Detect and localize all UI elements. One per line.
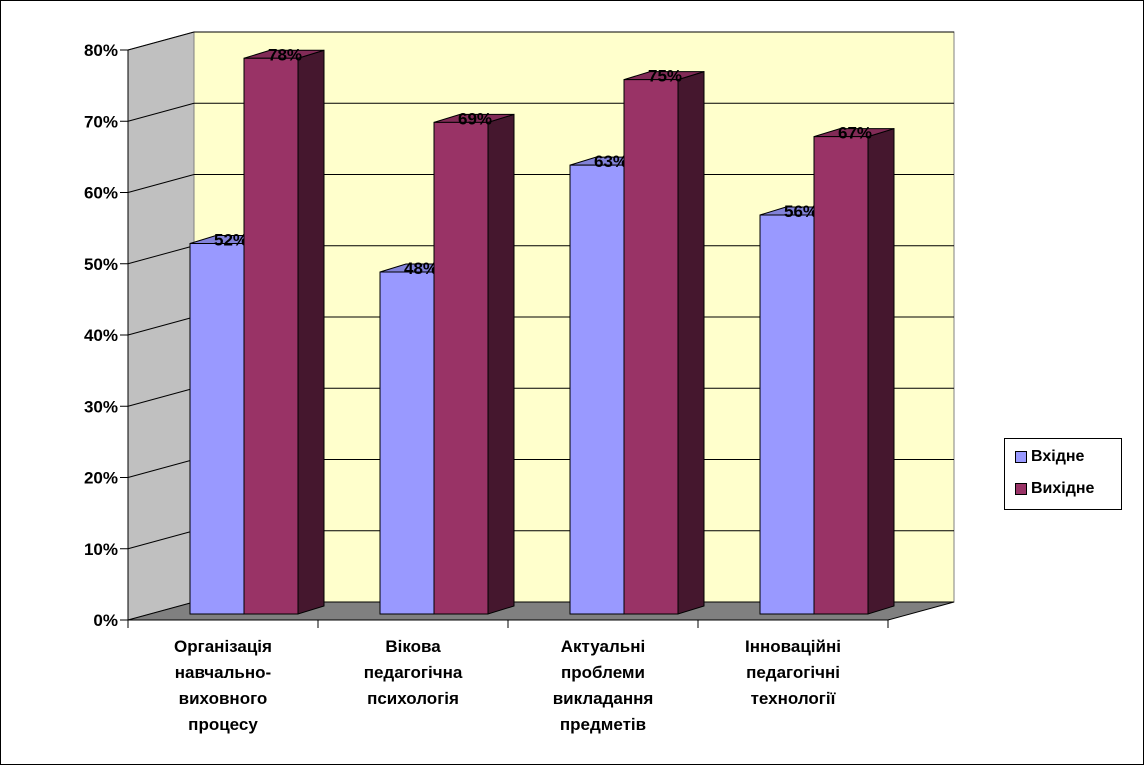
- x-tick-label: предметів: [560, 715, 646, 734]
- data-label: 69%: [458, 109, 492, 128]
- x-tick-label: процесу: [188, 715, 258, 734]
- x-tick-label: Актуальні: [561, 637, 645, 656]
- legend: Вхідне Вихідне: [1004, 438, 1122, 510]
- x-tick-label: психологія: [367, 689, 459, 708]
- y-tick-label: 70%: [84, 112, 118, 131]
- gridline-side: [127, 387, 195, 407]
- x-tick-label: педагогічна: [364, 663, 463, 682]
- bar: [189, 243, 245, 615]
- bar-side: [677, 70, 705, 615]
- bar: [379, 271, 435, 615]
- x-tick-label: викладання: [553, 689, 654, 708]
- legend-swatch-input: [1015, 451, 1027, 463]
- x-tick-label: Вікова: [385, 637, 441, 656]
- gridline-side: [127, 316, 195, 336]
- x-tick-label: технології: [751, 689, 837, 708]
- bar-side: [867, 127, 895, 615]
- gridline-side: [127, 245, 195, 265]
- bar-side: [297, 49, 325, 615]
- legend-item-input: Вхідне: [1015, 447, 1084, 467]
- x-tick-label: виховного: [179, 689, 268, 708]
- data-label: 78%: [268, 45, 302, 64]
- x-tick-label: педагогічні: [746, 663, 840, 682]
- legend-label-output: Вихідне: [1031, 480, 1095, 497]
- data-label: 63%: [594, 152, 628, 171]
- x-tick-label: Інноваційні: [745, 637, 841, 656]
- data-label: 56%: [784, 202, 818, 221]
- bar-side: [487, 113, 515, 615]
- bar: [433, 121, 489, 615]
- bar: [759, 214, 815, 615]
- x-tick-label: проблеми: [561, 663, 645, 682]
- gridline-side: [127, 102, 195, 122]
- bar: [569, 164, 625, 615]
- bar: [813, 136, 869, 615]
- legend-item-output: Вихідне: [1015, 479, 1094, 499]
- bar: [623, 79, 679, 615]
- data-label: 67%: [838, 124, 872, 143]
- data-label: 48%: [404, 259, 438, 278]
- bar: [243, 57, 299, 615]
- gridline-side: [127, 459, 195, 478]
- y-tick-label: 80%: [84, 41, 118, 60]
- legend-label-input: Вхідне: [1031, 448, 1085, 465]
- legend-swatch-output: [1015, 483, 1027, 495]
- y-tick-label: 30%: [84, 397, 118, 416]
- data-label: 75%: [648, 67, 682, 86]
- gridline-side: [127, 530, 195, 550]
- x-tick-label: навчально-: [175, 663, 271, 682]
- y-tick-label: 60%: [84, 184, 118, 203]
- gridline-side: [127, 174, 195, 193]
- data-label: 52%: [214, 231, 248, 250]
- x-tick-label: Організація: [174, 637, 272, 656]
- y-tick-label: 50%: [84, 255, 118, 274]
- y-tick-label: 20%: [84, 469, 118, 488]
- y-tick-label: 10%: [84, 540, 118, 559]
- y-tick-label: 40%: [84, 326, 118, 345]
- gridline-side: [127, 31, 195, 51]
- y-tick-label: 0%: [93, 611, 118, 630]
